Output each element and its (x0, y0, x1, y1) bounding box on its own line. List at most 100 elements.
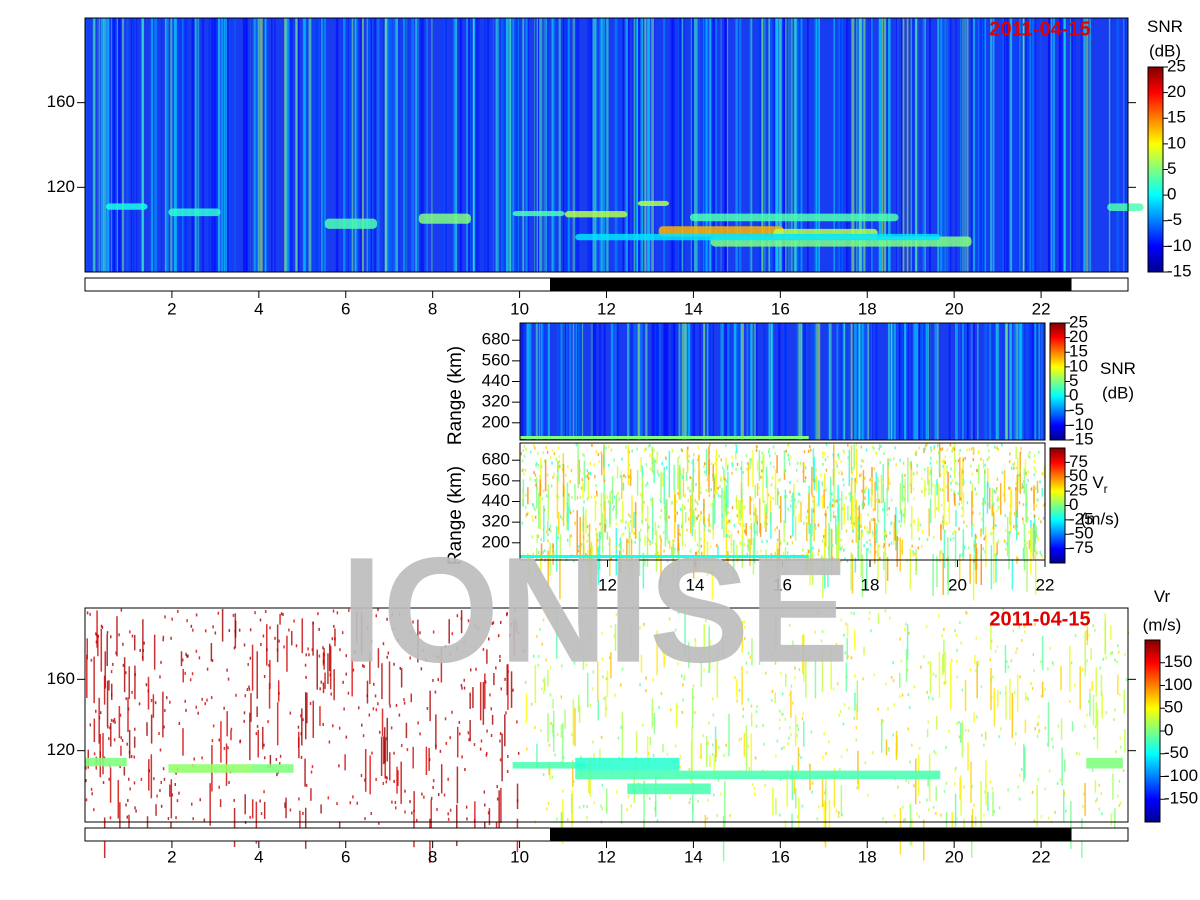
texture (771, 652, 773, 656)
texture (208, 18, 211, 272)
texture (1086, 629, 1088, 641)
texture (574, 707, 576, 747)
texture (1024, 543, 1026, 547)
texture (984, 323, 988, 440)
texture (203, 818, 206, 822)
texture (1083, 792, 1085, 796)
texture (512, 688, 514, 692)
texture (195, 705, 198, 709)
texture (284, 805, 286, 809)
texture (440, 646, 443, 683)
texture (264, 18, 267, 272)
texture (386, 617, 388, 621)
texture (692, 684, 695, 688)
texture (868, 539, 871, 543)
texture (263, 743, 265, 747)
texture (543, 505, 545, 543)
texture (1033, 18, 1037, 272)
texture (1101, 812, 1103, 816)
texture (700, 544, 703, 548)
texture (769, 461, 772, 465)
texture (322, 685, 325, 694)
texture (994, 445, 996, 449)
texture (988, 502, 990, 506)
texture (754, 484, 756, 498)
texture (915, 554, 917, 558)
texture (595, 18, 598, 272)
texture (460, 610, 463, 634)
texture (951, 812, 953, 837)
colorbar-unit: (m/s) (1143, 615, 1182, 634)
texture (633, 511, 635, 529)
texture (705, 448, 708, 476)
texture (709, 18, 712, 272)
texture (843, 503, 846, 525)
texture (693, 18, 697, 272)
texture (1027, 454, 1029, 458)
texture (201, 697, 203, 701)
echo-texture (520, 436, 809, 439)
texture (913, 497, 915, 501)
texture (238, 628, 241, 632)
texture (1009, 323, 1012, 440)
texture (549, 666, 552, 670)
texture (706, 323, 710, 440)
texture (334, 628, 336, 641)
texture (915, 323, 919, 440)
texture (522, 649, 525, 653)
texture (521, 521, 524, 525)
texture (641, 505, 644, 509)
texture (690, 779, 692, 783)
texture (329, 645, 332, 690)
texture (260, 18, 263, 272)
texture (594, 500, 597, 522)
texture (811, 790, 813, 794)
texture (824, 542, 826, 546)
texture (677, 18, 680, 272)
texture (498, 790, 500, 832)
texture (1009, 531, 1011, 535)
texture (125, 697, 127, 701)
texture (822, 556, 824, 598)
texture (656, 451, 658, 464)
texture (952, 532, 954, 536)
texture (850, 516, 852, 520)
texture (557, 446, 560, 450)
texture (673, 539, 675, 543)
texture (644, 535, 646, 546)
date-label: 2011-04-15 (989, 608, 1090, 630)
texture (1061, 18, 1064, 272)
texture (790, 732, 792, 736)
texture (542, 679, 545, 683)
texture (1096, 797, 1098, 801)
texture (102, 781, 105, 785)
texture (556, 323, 560, 440)
texture (123, 657, 126, 693)
texture (388, 18, 392, 272)
texture (793, 18, 795, 272)
texture (1113, 718, 1115, 722)
texture (415, 818, 418, 822)
texture (795, 18, 798, 272)
texture (263, 756, 266, 760)
texture (946, 448, 949, 452)
texture (587, 549, 589, 553)
texture (984, 18, 987, 272)
texture (967, 729, 970, 733)
texture (810, 730, 813, 734)
texture (1030, 682, 1032, 686)
texture (409, 656, 411, 660)
texture (743, 505, 746, 509)
texture (694, 640, 697, 644)
texture (385, 775, 387, 779)
texture (300, 755, 303, 759)
texture (710, 488, 712, 492)
texture (961, 688, 964, 692)
texture (368, 713, 371, 717)
texture (761, 539, 763, 543)
texture (454, 18, 456, 272)
texture (975, 548, 978, 570)
texture (1010, 466, 1013, 470)
texture (869, 550, 872, 554)
texture (426, 18, 428, 272)
